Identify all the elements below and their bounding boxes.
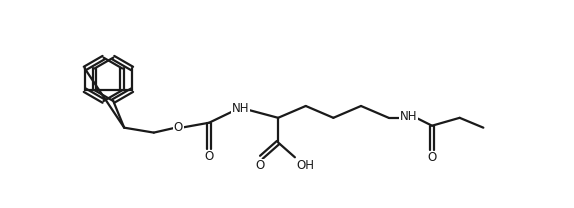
Text: O: O [204,150,214,163]
Text: O: O [256,159,265,172]
Text: OH: OH [297,159,315,172]
Text: O: O [174,121,183,134]
Text: NH: NH [232,102,249,115]
Text: O: O [428,151,437,164]
Text: NH: NH [400,110,417,123]
